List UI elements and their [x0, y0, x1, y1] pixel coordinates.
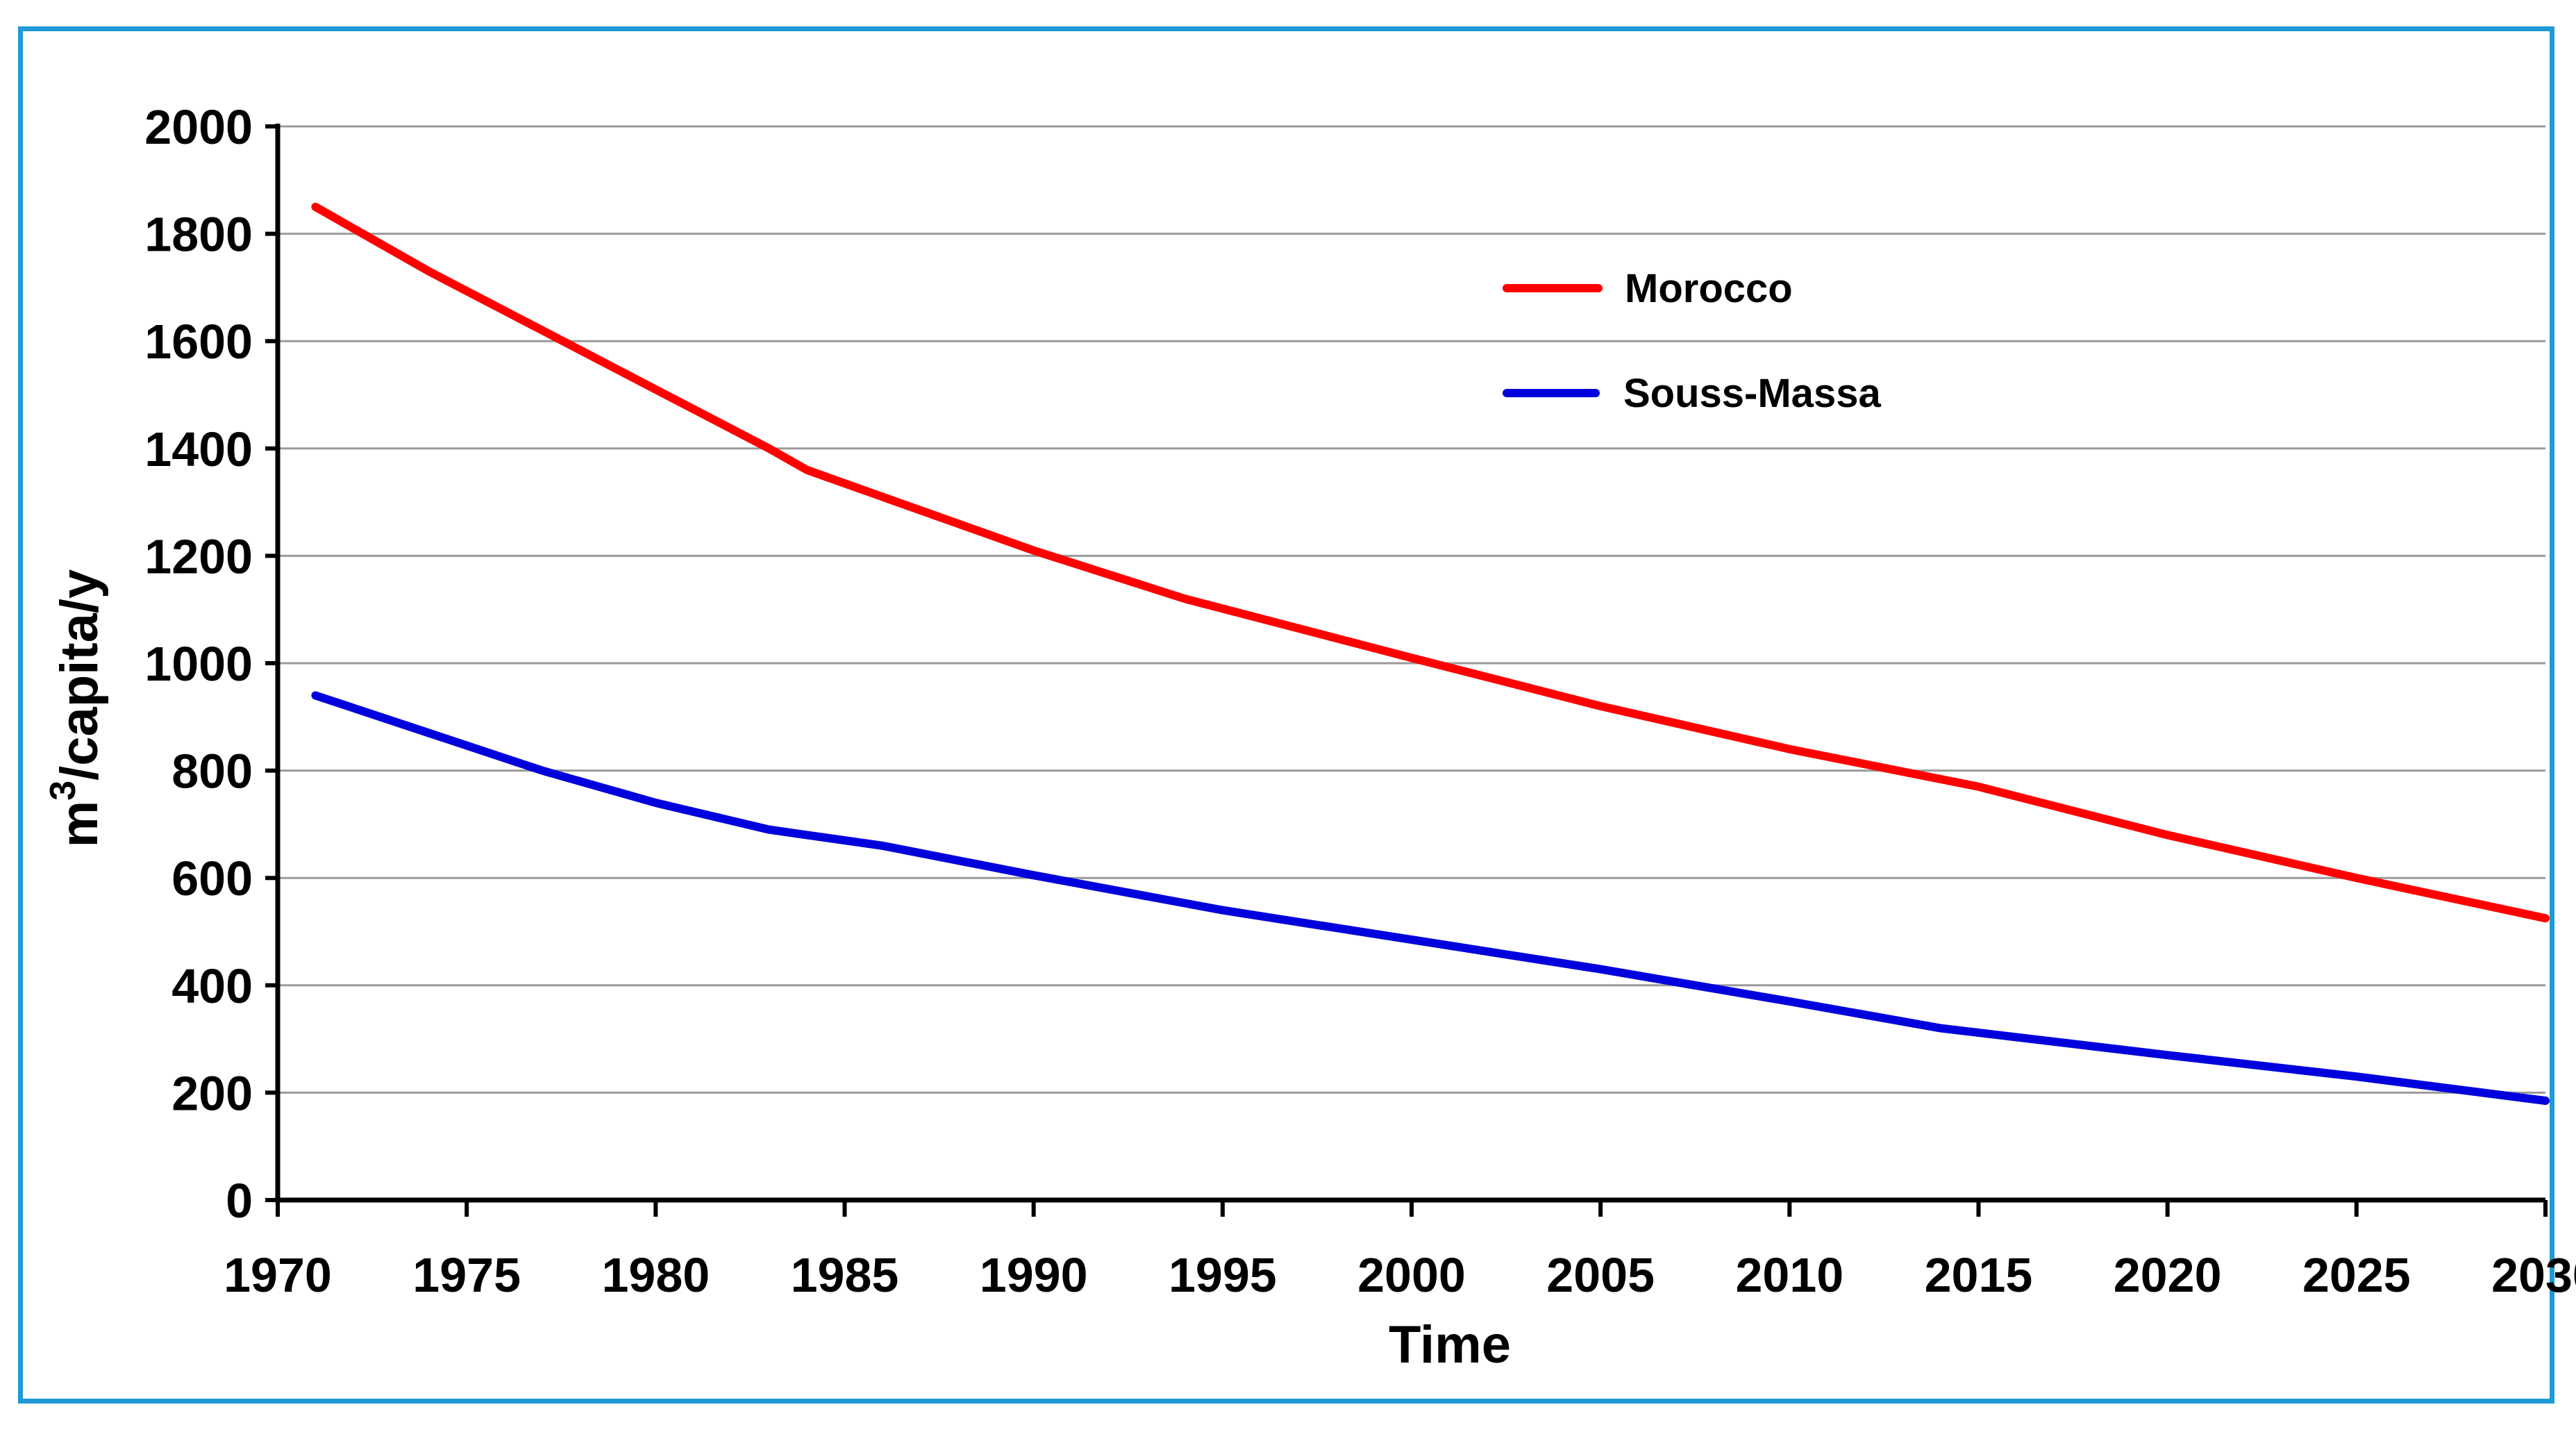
series-line-souss-massa [311, 691, 2550, 1105]
data-point-souss-massa-2005 [1597, 965, 1605, 973]
y-tick-label-400: 400 [172, 959, 253, 1013]
x-tick-label-1970: 1970 [224, 1248, 332, 1302]
x-tick-label-2005: 2005 [1546, 1248, 1655, 1302]
data-point-souss-massa-2030 [2542, 1097, 2549, 1104]
data-point-souss-massa-1986 [878, 842, 886, 849]
data-point-morocco-2015 [1975, 783, 1982, 790]
y-tick-label-800: 800 [172, 744, 253, 799]
x-tick-label-2025: 2025 [2302, 1248, 2411, 1302]
data-point-morocco-1994 [1181, 595, 1189, 603]
y-tick-label-1800: 1800 [144, 208, 253, 262]
y-tick-label-2000: 2000 [144, 100, 253, 154]
x-tick-label-2010: 2010 [1735, 1248, 1843, 1302]
x-axis-ticks: 1970 1975 1980 1985 1990 1995 2000 2005 2010 2015… [224, 1200, 2576, 1302]
x-tick-label-2020: 2020 [2114, 1248, 2222, 1302]
data-point-morocco-1990 [1030, 547, 1037, 554]
data-point-morocco-1983 [765, 444, 773, 452]
data-point-souss-massa-2014 [1937, 1024, 1945, 1032]
data-point-souss-massa-2025 [2352, 1073, 2360, 1081]
data-point-morocco-1971 [312, 203, 319, 210]
data-point-morocco-1984 [803, 466, 811, 474]
y-tick-label-1200: 1200 [144, 529, 253, 583]
legend: Morocco Souss-Massa [1503, 266, 1881, 416]
x-tick-label-2015: 2015 [1925, 1248, 2033, 1302]
data-point-souss-massa-2010 [1786, 997, 1793, 1005]
data-point-souss-massa-1990 [1030, 872, 1037, 879]
data-point-morocco-2010 [1786, 745, 1793, 753]
x-tick-label-1985: 1985 [791, 1248, 899, 1302]
data-point-morocco-2005 [1597, 702, 1605, 710]
y-axis-ticks: 0 200 400 600 800 1000 1200 1400 1600 1800 2000 [144, 100, 278, 1228]
x-tick-label-2000: 2000 [1357, 1248, 1466, 1302]
data-point-souss-massa-1983 [765, 826, 773, 833]
y-axis-title-base: m [50, 801, 109, 848]
x-axis-title: Time [1389, 1315, 1511, 1374]
x-tick-label-1975: 1975 [412, 1248, 521, 1302]
y-axis-title-rest: /capita/y [50, 569, 109, 781]
data-point-souss-massa-1980 [652, 799, 660, 806]
data-point-souss-massa-2020 [2164, 1051, 2171, 1059]
legend-label-souss-massa: Souss-Massa [1623, 371, 1881, 416]
chart-frame [18, 26, 2554, 1404]
data-point-morocco-2030 [2542, 915, 2549, 922]
x-tick-label-2030: 2030 [2491, 1248, 2576, 1302]
data-point-morocco-1974 [425, 267, 433, 275]
legend-label-morocco: Morocco [1625, 266, 1793, 311]
y-tick-label-1000: 1000 [144, 637, 253, 691]
data-point-souss-massa-1974 [425, 729, 433, 737]
data-point-souss-massa-1995 [1219, 906, 1226, 914]
data-point-morocco-2025 [2352, 874, 2360, 882]
series-line-morocco [311, 202, 2550, 923]
data-point-morocco-1980 [652, 385, 660, 393]
x-tick-label-1980: 1980 [601, 1248, 710, 1302]
data-point-souss-massa-2000 [1408, 936, 1415, 944]
data-point-morocco-2020 [2164, 831, 2171, 839]
y-axis-title-superscript: 3 [43, 781, 83, 801]
x-tick-label-1995: 1995 [1169, 1248, 1277, 1302]
x-tick-label-1990: 1990 [980, 1248, 1088, 1302]
axes [275, 124, 2545, 1203]
data-point-morocco-1977 [539, 326, 546, 334]
gridlines [278, 125, 2545, 1094]
y-tick-label-0: 0 [226, 1174, 253, 1228]
data-point-morocco-2000 [1408, 654, 1415, 662]
data-point-souss-massa-1971 [312, 692, 319, 699]
y-tick-label-200: 200 [172, 1066, 253, 1120]
y-tick-label-1400: 1400 [144, 422, 253, 476]
y-tick-label-600: 600 [172, 851, 253, 906]
series-lines [311, 202, 2550, 1105]
y-tick-label-1600: 1600 [144, 315, 253, 369]
data-point-morocco-1986 [878, 493, 886, 501]
y-axis-title: m3/capita/y [43, 569, 109, 848]
data-point-souss-massa-1977 [539, 767, 546, 774]
